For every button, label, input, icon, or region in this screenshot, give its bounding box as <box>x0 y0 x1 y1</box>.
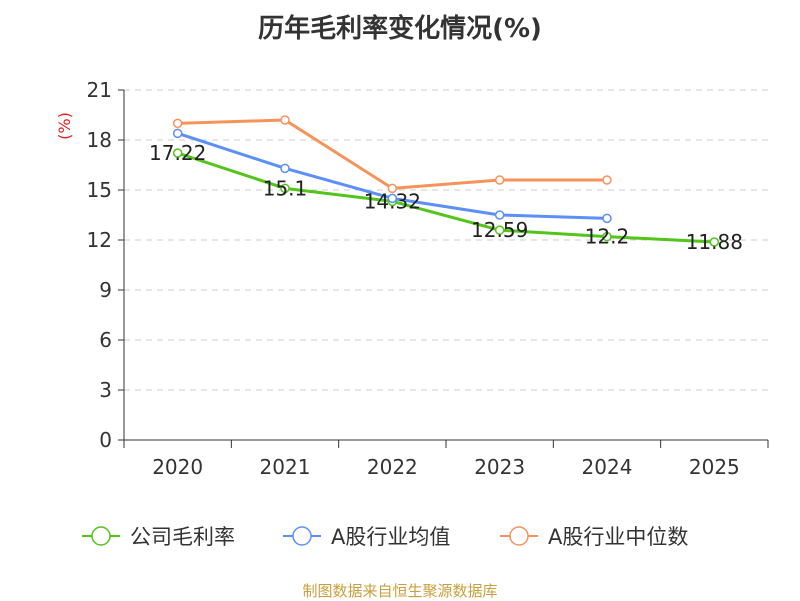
data-point <box>280 183 290 194</box>
x-tick-label: 2025 <box>689 455 740 479</box>
axes: 0 3 6 9 12 15 18 21 2020 2021 2022 2023 2024 2025 (%) <box>55 78 769 479</box>
data-labels: 17.22 15.1 14.32 12.59 12.2 11.88 <box>149 141 743 254</box>
legend-label-1: A股行业均值 <box>331 525 450 549</box>
data-point <box>602 213 612 224</box>
y-axis-label: (%) <box>55 112 74 140</box>
y-tick-label: 0 <box>99 428 112 452</box>
data-label: 14.32 <box>364 189 421 213</box>
legend-label-2: A股行业中位数 <box>548 525 688 549</box>
y-tick-label: 12 <box>87 228 112 252</box>
data-point <box>172 128 183 139</box>
legend-marker-0 <box>91 526 111 546</box>
data-point <box>602 175 612 185</box>
data-points <box>172 115 720 247</box>
legend-label-0: 公司毛利率 <box>130 525 235 549</box>
data-point <box>494 210 505 220</box>
data-point <box>172 118 183 129</box>
x-tick-label: 2024 <box>582 455 633 479</box>
data-point <box>709 237 720 247</box>
data-label: 15.1 <box>263 176 308 200</box>
data-point <box>494 175 505 185</box>
data-point <box>280 115 290 125</box>
legend-marker-2 <box>509 526 529 546</box>
x-tick-label: 2021 <box>260 455 311 479</box>
chart-title: 历年毛利率变化情况(%) <box>258 14 542 44</box>
y-tick-label: 18 <box>87 128 112 152</box>
y-tick-label: 6 <box>99 328 112 352</box>
legend: 公司毛利率 A股行业均值 A股行业中位数 <box>82 525 688 549</box>
data-label: 12.59 <box>471 218 528 242</box>
legend-marker-1 <box>292 526 312 546</box>
source-note: 制图数据来自恒生聚源数据库 <box>302 582 498 600</box>
y-tick-label: 9 <box>99 278 112 302</box>
data-point <box>172 148 183 158</box>
data-point <box>387 183 398 194</box>
data-point <box>387 193 398 204</box>
x-tick-label: 2020 <box>152 455 203 479</box>
series-lines <box>177 118 715 244</box>
y-tick-label: 3 <box>99 378 112 402</box>
data-point <box>494 225 505 235</box>
data-point <box>602 231 612 242</box>
x-tick-label: 2023 <box>474 455 525 479</box>
x-tick-label: 2022 <box>367 455 418 479</box>
y-tick-label: 21 <box>87 78 112 102</box>
data-point <box>280 163 290 174</box>
data-label: 11.88 <box>686 230 743 254</box>
data-label: 17.22 <box>149 141 206 165</box>
grid-lines <box>124 89 768 391</box>
y-tick-label: 15 <box>87 178 112 202</box>
series-line-0 <box>177 151 715 244</box>
data-label: 12.2 <box>585 225 630 249</box>
